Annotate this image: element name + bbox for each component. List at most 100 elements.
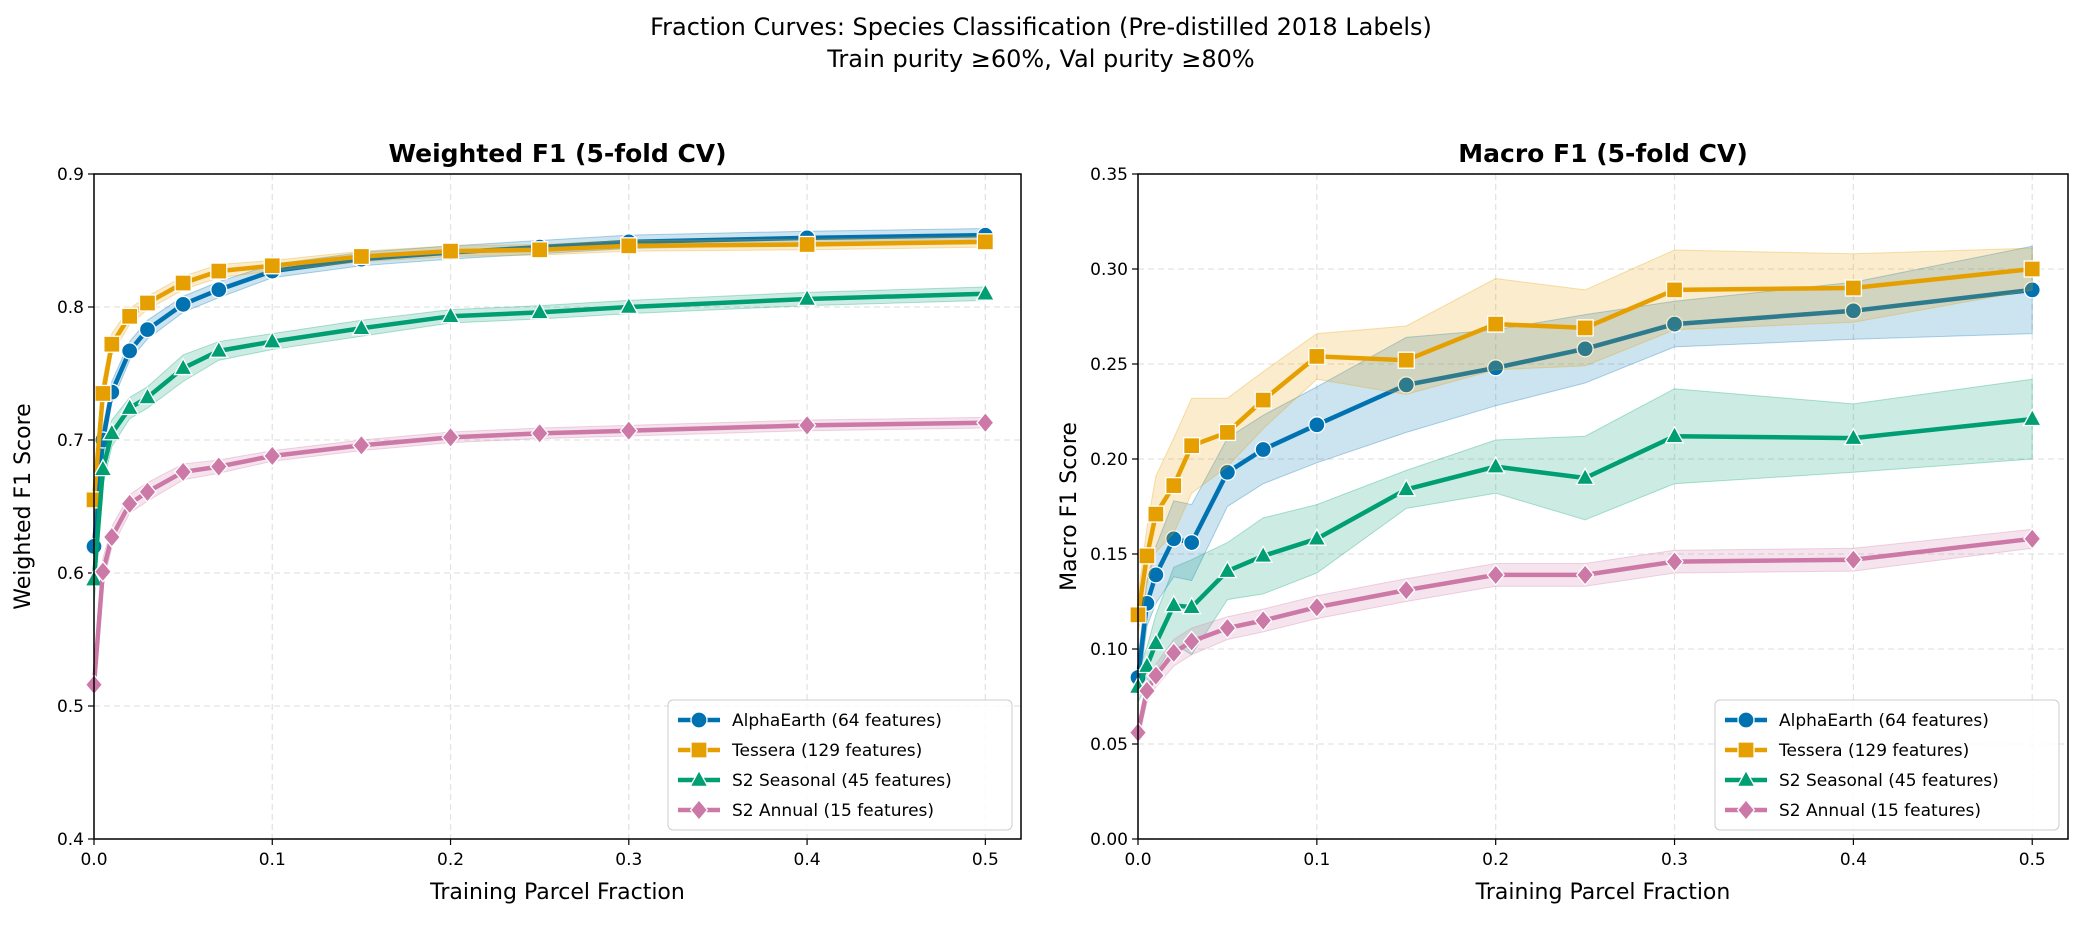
data-point bbox=[531, 241, 549, 259]
data-point bbox=[102, 526, 122, 549]
data-point bbox=[1308, 416, 1326, 434]
data-point bbox=[1844, 548, 1863, 571]
data-point bbox=[262, 330, 283, 349]
y-axis-label: Weighted F1 Score bbox=[11, 403, 36, 609]
data-point bbox=[1146, 664, 1166, 687]
data-point bbox=[1843, 427, 1864, 446]
data-point bbox=[1147, 566, 1165, 584]
x-tick-label: 0.2 bbox=[1482, 850, 1509, 870]
data-point bbox=[2022, 527, 2042, 550]
data-point bbox=[1487, 359, 1505, 377]
y-tick-label: 0.6 bbox=[57, 564, 84, 584]
x-axis-label: Training Parcel Fraction bbox=[1475, 880, 1731, 905]
legend-label: S2 Annual (15 features) bbox=[732, 801, 934, 821]
data-point bbox=[351, 317, 372, 336]
confidence-band bbox=[93, 228, 986, 574]
legend: AlphaEarth (64 features) Tessera (129 fea… bbox=[667, 699, 1013, 831]
legend-item: AlphaEarth (64 features) bbox=[1725, 711, 1989, 731]
data-point bbox=[208, 339, 229, 358]
data-point bbox=[2023, 260, 2041, 278]
x-axis-label: Training Parcel Fraction bbox=[429, 880, 685, 905]
legend-label: S2 Seasonal (45 features) bbox=[732, 771, 952, 791]
legend-item: S2 Annual (15 features) bbox=[1725, 798, 1981, 822]
legend-item: S2 Seasonal (45 features) bbox=[678, 769, 952, 791]
data-point bbox=[1844, 279, 1863, 297]
data-point bbox=[138, 320, 157, 339]
data-point bbox=[173, 460, 193, 483]
x-tick-label: 0.0 bbox=[1124, 850, 1151, 870]
data-point bbox=[1138, 547, 1156, 565]
data-point bbox=[93, 560, 113, 583]
y-tick-label: 0.5 bbox=[57, 697, 84, 717]
y-axis-label: Macro F1 Score bbox=[1057, 422, 1082, 591]
data-point bbox=[1183, 437, 1201, 455]
data-point bbox=[1396, 478, 1417, 497]
series-line bbox=[1135, 416, 2033, 688]
data-point bbox=[93, 458, 113, 477]
data-point bbox=[209, 455, 229, 478]
confidence-band bbox=[93, 286, 986, 607]
data-point bbox=[620, 237, 638, 255]
data-point bbox=[441, 242, 460, 260]
data-point bbox=[1576, 340, 1594, 358]
x-tick-label: 0.1 bbox=[259, 850, 286, 870]
data-point bbox=[1137, 655, 1157, 674]
x-tick-label: 0.5 bbox=[972, 850, 999, 870]
data-point bbox=[210, 262, 228, 280]
data-point bbox=[1218, 463, 1237, 481]
series-triangle bbox=[84, 282, 996, 607]
data-point bbox=[1397, 579, 1416, 602]
data-point bbox=[975, 282, 996, 301]
figure-title: Fraction Curves: Species Classification … bbox=[650, 13, 1432, 41]
x-tick-label: 0.2 bbox=[437, 850, 464, 870]
legend-label: S2 Annual (15 features) bbox=[1779, 801, 1981, 821]
legend-label: Tessera (129 features) bbox=[1778, 741, 1969, 761]
legend-label: S2 Seasonal (45 features) bbox=[1779, 771, 1999, 791]
data-point bbox=[1844, 302, 1863, 320]
y-tick-label: 0.00 bbox=[1090, 830, 1128, 850]
y-tick-label: 0.25 bbox=[1090, 355, 1128, 375]
data-point bbox=[618, 296, 639, 315]
axes-frame bbox=[1137, 173, 2069, 840]
series-diamond bbox=[84, 411, 995, 705]
data-point bbox=[1665, 315, 1684, 333]
data-point bbox=[1164, 641, 1184, 664]
x-tick-label: 0.4 bbox=[1840, 850, 1867, 870]
legend-box bbox=[1714, 699, 2060, 831]
data-point bbox=[94, 384, 112, 403]
legend-label: Tessera (129 features) bbox=[731, 741, 922, 761]
data-point bbox=[1397, 376, 1415, 394]
data-point bbox=[210, 281, 228, 299]
data-point bbox=[119, 397, 140, 416]
data-point bbox=[1576, 319, 1594, 337]
data-point bbox=[352, 247, 371, 266]
y-tick-label: 0.05 bbox=[1090, 735, 1128, 755]
confidence-band bbox=[1137, 378, 2033, 703]
data-point bbox=[263, 257, 281, 275]
legend-label: AlphaEarth (64 features) bbox=[732, 711, 942, 731]
data-point bbox=[174, 295, 192, 313]
y-tick-label: 0.30 bbox=[1090, 260, 1128, 280]
x-tick-label: 0.3 bbox=[1661, 850, 1688, 870]
legend-marker bbox=[1737, 711, 1755, 729]
y-tick-label: 0.20 bbox=[1090, 450, 1128, 470]
legend-item: Tessera (129 features) bbox=[1725, 741, 1969, 761]
data-point bbox=[1665, 281, 1684, 299]
figure-subtitle: Train purity ≥60%, Val purity ≥80% bbox=[826, 45, 1254, 73]
data-point bbox=[1181, 596, 1202, 615]
data-point bbox=[976, 411, 995, 434]
data-point bbox=[1254, 391, 1272, 409]
data-point bbox=[797, 288, 817, 307]
y-tick-label: 0.35 bbox=[1090, 165, 1128, 185]
x-tick-label: 0.0 bbox=[80, 850, 107, 870]
legend: AlphaEarth (64 features) Tessera (129 fea… bbox=[1714, 699, 2060, 831]
data-point bbox=[121, 307, 139, 325]
data-point bbox=[138, 294, 157, 312]
y-tick-label: 0.7 bbox=[57, 431, 84, 451]
data-point bbox=[1485, 455, 1506, 474]
data-point bbox=[1137, 679, 1157, 702]
data-point bbox=[1147, 505, 1165, 523]
legend-marker bbox=[1737, 741, 1755, 759]
data-point bbox=[1397, 351, 1415, 369]
data-point bbox=[1218, 617, 1237, 640]
